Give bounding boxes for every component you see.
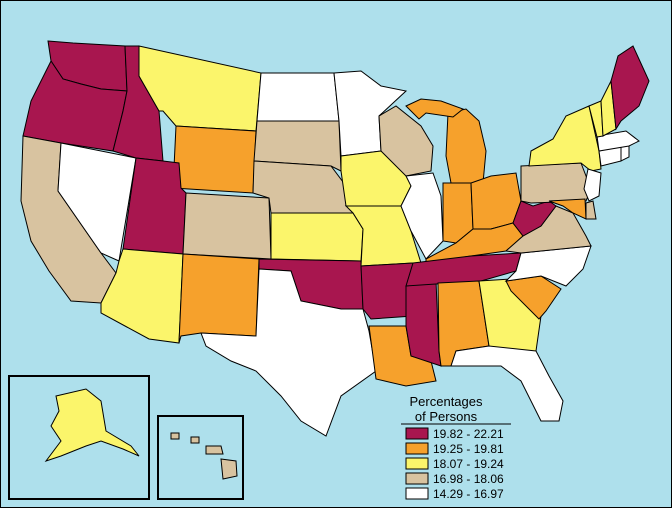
- state-md: [548, 198, 587, 220]
- state-tx: [200, 268, 377, 437]
- state-tn: [405, 252, 522, 287]
- state-ks: [270, 212, 364, 262]
- state-nj: [583, 168, 602, 202]
- state-sd: [253, 120, 342, 172]
- state-ak: [44, 388, 140, 462]
- state-wy: [172, 125, 257, 194]
- state-hi-oahu: [190, 436, 200, 444]
- state-me: [610, 45, 650, 131]
- legend-label: 19.82 - 22.21: [433, 427, 504, 441]
- state-az: [100, 248, 184, 344]
- state-nm: [178, 253, 260, 344]
- state-pa: [520, 162, 592, 204]
- state-hi-big: [220, 458, 238, 480]
- state-ms: [405, 280, 442, 367]
- state-mi-lp: [445, 108, 487, 184]
- state-ny: [528, 105, 602, 172]
- hawaii-inset-frame: [157, 415, 244, 500]
- legend-label: 18.07 - 19.24: [433, 457, 504, 471]
- legend-swatch: [405, 472, 429, 485]
- legend-title-line2: of Persons: [415, 409, 478, 424]
- state-mi-up: [405, 98, 465, 120]
- legend-swatch: [405, 487, 429, 500]
- state-fl: [450, 345, 564, 422]
- legend-swatch: [405, 442, 429, 455]
- state-hi-maui: [205, 445, 224, 455]
- state-co: [182, 192, 272, 260]
- state-ma: [596, 130, 640, 152]
- state-wi: [378, 105, 434, 177]
- state-nd: [256, 72, 340, 122]
- state-ri: [620, 145, 630, 162]
- legend-label: 19.25 - 19.81: [433, 442, 504, 456]
- legend-label: 16.98 - 18.06: [433, 472, 504, 486]
- legend-title-line1: Percentages: [410, 394, 483, 409]
- legend: Percentages of Persons 19.82 - 22.2119.2…: [401, 394, 511, 501]
- state-hi-kauai: [170, 432, 180, 440]
- legend-label: 14.29 - 16.97: [433, 487, 504, 501]
- legend-swatch: [405, 457, 429, 470]
- state-nv: [57, 142, 137, 262]
- state-de: [585, 200, 597, 220]
- legend-swatch: [405, 427, 429, 440]
